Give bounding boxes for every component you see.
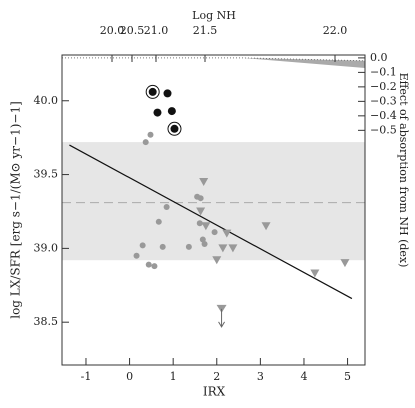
- point: [159, 243, 166, 250]
- x-tick-label: 1: [170, 370, 177, 383]
- y2-tick-label: −0.1: [370, 65, 397, 78]
- point: [170, 124, 179, 133]
- y2-tick-label: −0.2: [370, 80, 397, 93]
- point: [201, 240, 208, 247]
- x-tick-label: 3: [257, 370, 264, 383]
- upper-limit: [310, 269, 320, 278]
- y2-tick-label: 0.0: [370, 51, 388, 64]
- point: [148, 87, 157, 96]
- fit-line: [69, 144, 353, 300]
- point: [163, 89, 172, 98]
- y-tick-label: 39.0: [34, 241, 59, 254]
- x2-tick-label: 22.0: [323, 24, 348, 37]
- upper-limit: [212, 256, 222, 265]
- point: [151, 263, 158, 270]
- x-tick-label: 2: [213, 370, 220, 383]
- upper-limit: [228, 244, 238, 253]
- point: [211, 229, 218, 236]
- y2-axis-label: Effect of absorption from NH (dex): [397, 73, 410, 268]
- x2-tick-label: 20.0: [100, 24, 125, 37]
- point: [163, 204, 170, 211]
- x-tick-label: -1: [81, 370, 92, 383]
- point: [194, 193, 201, 200]
- point-ring: [145, 84, 160, 99]
- point: [167, 107, 176, 116]
- upper-limit: [218, 244, 228, 253]
- upper-limit: [261, 222, 271, 231]
- y-tick-label: 39.5: [34, 168, 59, 181]
- point: [139, 242, 146, 249]
- y-tick-label: 38.5: [34, 315, 59, 328]
- point: [133, 252, 140, 259]
- point: [185, 243, 192, 250]
- x2-tick-label: 21.5: [193, 24, 218, 37]
- y2-tick-label: −0.5: [370, 123, 397, 136]
- y2-tick-label: −0.3: [370, 94, 397, 107]
- upper-limit: [196, 207, 206, 216]
- x-axis-label: IRX: [203, 385, 226, 399]
- limit-arrow: [218, 308, 225, 328]
- point: [142, 139, 149, 146]
- band: [62, 142, 365, 261]
- y-axis-label: log LX/SFR [erg s−1/(M⊙ yr−1)−1]: [9, 101, 23, 319]
- x-tick-label: 5: [344, 370, 351, 383]
- point: [145, 261, 152, 268]
- point: [153, 108, 162, 117]
- upper-limit: [222, 229, 232, 238]
- point: [147, 131, 154, 138]
- y2-tick-label: −0.4: [370, 109, 397, 122]
- absorption-area: [62, 57, 365, 69]
- absorption-line: [62, 57, 366, 62]
- point: [196, 220, 203, 227]
- x-tick-label: 0: [126, 370, 133, 383]
- upper-limit: [199, 177, 209, 186]
- x2-tick-label: 20.5: [120, 24, 145, 37]
- point-ring: [167, 121, 182, 136]
- upper-limit: [201, 222, 211, 231]
- x2-tick-label: 21.0: [144, 24, 169, 37]
- upper-limit: [340, 259, 350, 268]
- x2-axis-label: Log NH: [192, 9, 236, 22]
- y-tick-label: 40.0: [34, 94, 59, 107]
- point: [155, 218, 162, 225]
- x-tick-label: 4: [300, 370, 307, 383]
- plot-frame: [61, 54, 366, 366]
